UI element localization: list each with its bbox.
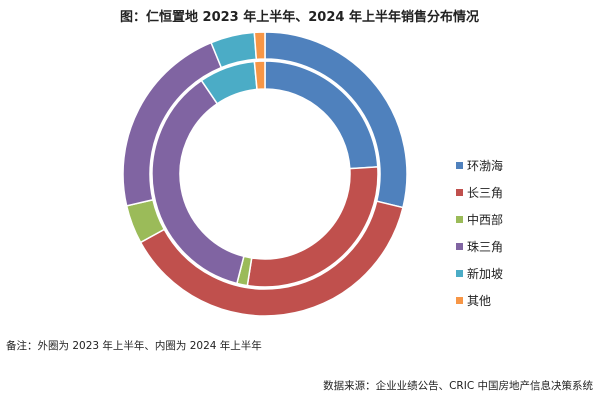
slices-group (122, 31, 408, 317)
legend-swatch-0 (456, 162, 463, 169)
chart-note: 备注：外圈为 2023 年上半年、内圈为 2024 年上半年 (6, 340, 262, 352)
legend-label-2: 中西部 (467, 212, 503, 227)
legend-label-3: 珠三角 (467, 240, 503, 254)
legend-label-1: 长三角 (467, 186, 503, 200)
inner-slice-5 (253, 60, 266, 91)
legend-swatch-5 (456, 297, 463, 304)
outer-slice-5 (253, 31, 266, 61)
legend-swatch-1 (456, 189, 463, 196)
legend-swatch-3 (456, 243, 463, 250)
chart-title: 图：仁恒置地 2023 年上半年、2024 年上半年销售分布情况 (120, 10, 479, 25)
data-source: 数据来源：企业业绩公告、CRIC 中国房地产信息决策系统 (323, 380, 593, 392)
legend-swatch-4 (456, 270, 463, 277)
legend-label-4: 新加坡 (467, 266, 503, 281)
legend-label-0: 环渤海 (467, 158, 503, 173)
legend-label-5: 其他 (467, 294, 491, 308)
legend-swatch-2 (456, 216, 463, 223)
